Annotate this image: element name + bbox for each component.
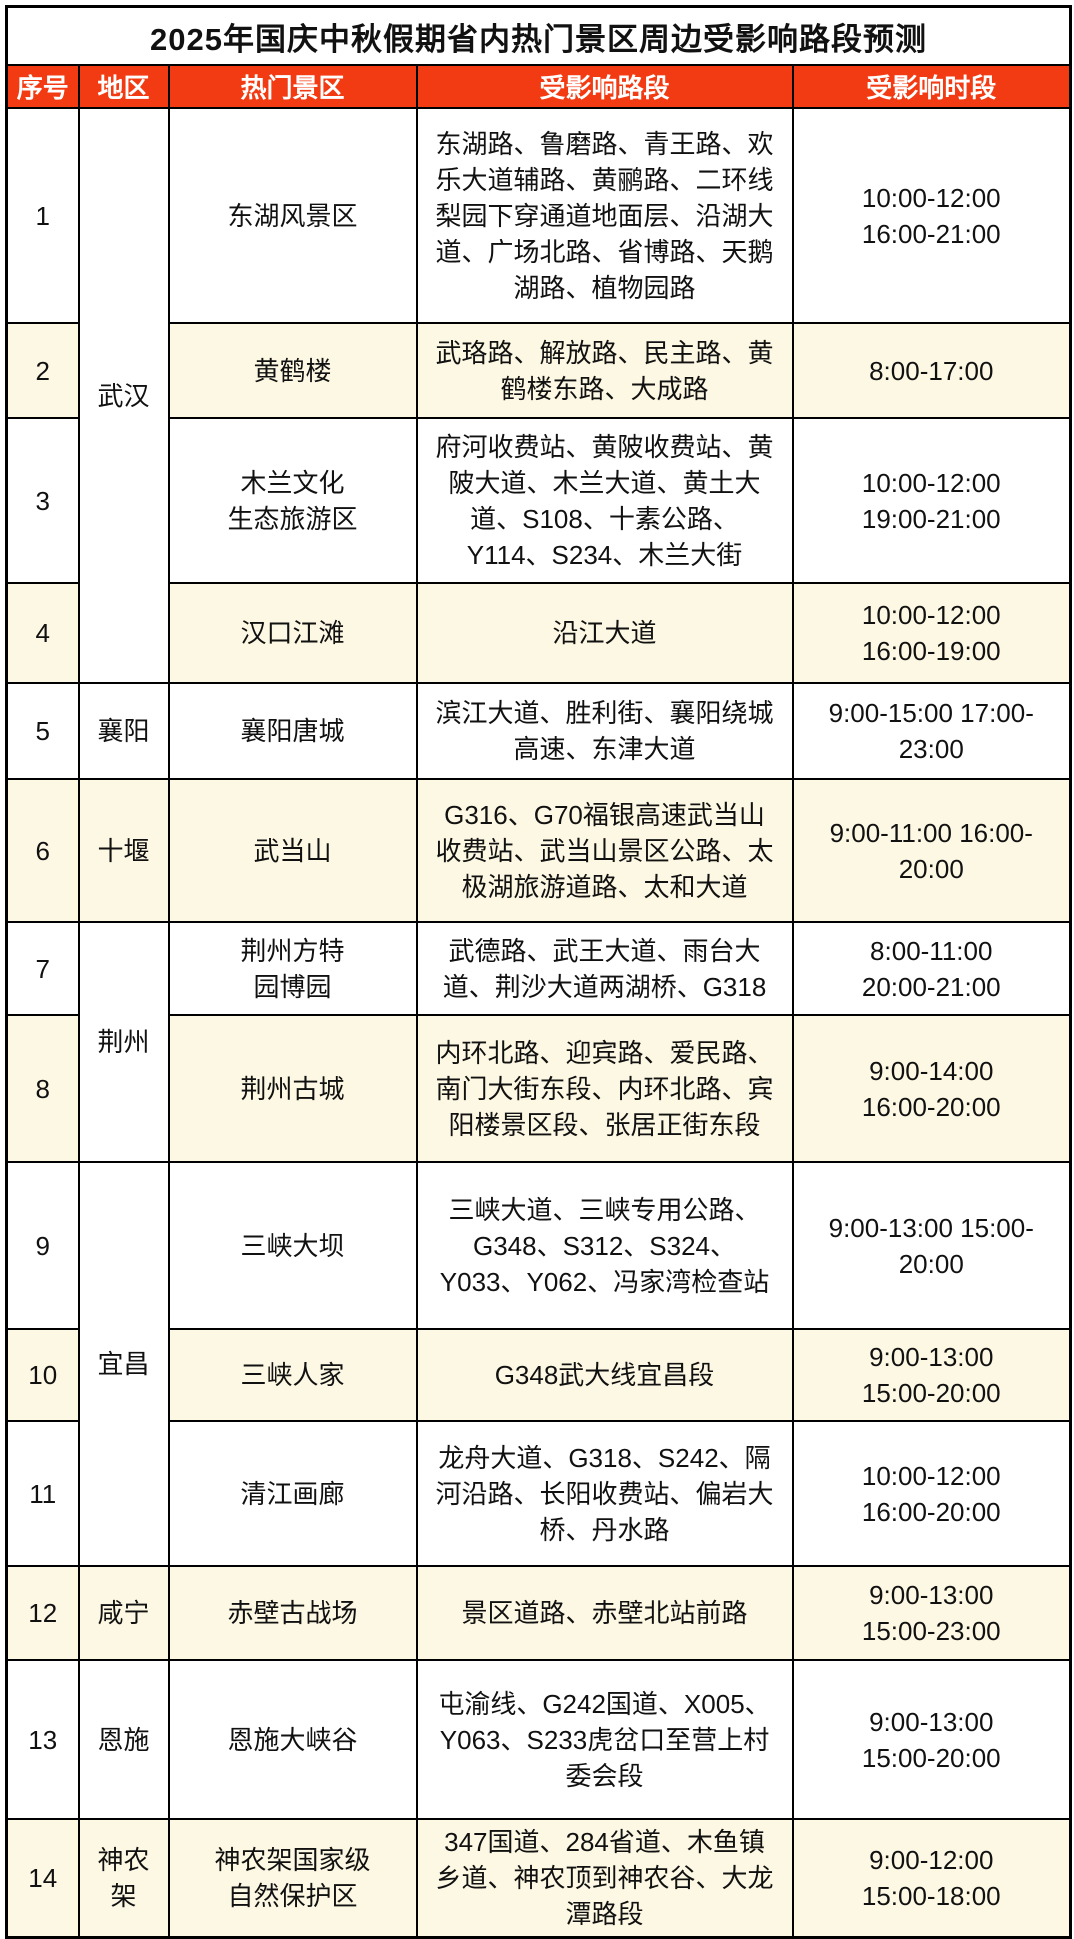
cell-scenic: 襄阳唐城 — [167, 682, 418, 780]
table-row: 10 三峡人家 G348武大线宜昌段 9:00-13:00 15:00-20:0… — [5, 1328, 1072, 1422]
cell-no: 3 — [5, 417, 80, 584]
table-row: 6 十堰 武当山 G316、G70福银高速武当山收费站、武当山景区公路、太极湖旅… — [5, 778, 1072, 923]
cell-region: 神农架 — [77, 1818, 170, 1939]
cell-no: 5 — [5, 682, 80, 780]
table-row: 5 襄阳 襄阳唐城 滨江大道、胜利街、襄阳绕城高速、东津大道 9:00-15:0… — [5, 682, 1072, 780]
cell-scenic: 木兰文化 生态旅游区 — [167, 417, 418, 584]
cell-no: 10 — [5, 1328, 80, 1422]
cell-roads: 347国道、284省道、木鱼镇乡道、神农顶到神农谷、大龙潭路段 — [415, 1818, 794, 1939]
cell-region: 宜昌 — [77, 1161, 170, 1567]
col-header-region: 地区 — [77, 64, 170, 109]
cell-no: 2 — [5, 322, 80, 419]
cell-no: 7 — [5, 921, 80, 1016]
cell-scenic: 荆州方特 园博园 — [167, 921, 418, 1016]
cell-roads: G316、G70福银高速武当山收费站、武当山景区公路、太极湖旅游道路、太和大道 — [415, 778, 794, 923]
cell-scenic: 汉口江滩 — [167, 582, 418, 684]
cell-scenic: 东湖风景区 — [167, 107, 418, 324]
page-title: 2025年国庆中秋假期省内热门景区周边受影响路段预测 — [5, 5, 1072, 66]
table-row: 12 咸宁 赤壁古战场 景区道路、赤壁北站前路 9:00-13:00 15:00… — [5, 1565, 1072, 1661]
cell-region: 十堰 — [77, 778, 170, 923]
cell-roads: 武德路、武王大道、雨台大道、荆沙大道两湖桥、G318 — [415, 921, 794, 1016]
column-header-row: 序号 地区 热门景区 受影响路段 受影响时段 — [5, 64, 1072, 109]
cell-scenic: 黄鹤楼 — [167, 322, 418, 419]
table-row: 3 木兰文化 生态旅游区 府河收费站、黄陂收费站、黄陂大道、木兰大道、黄土大道、… — [5, 417, 1072, 584]
cell-no: 6 — [5, 778, 80, 923]
cell-scenic: 恩施大峡谷 — [167, 1659, 418, 1820]
cell-scenic: 清江画廊 — [167, 1420, 418, 1567]
cell-no: 13 — [5, 1659, 80, 1820]
table-row: 9 宜昌 三峡大坝 三峡大道、三峡专用公路、G348、S312、S324、Y03… — [5, 1161, 1072, 1567]
cell-scenic: 荆州古城 — [167, 1014, 418, 1163]
cell-roads: 龙舟大道、G318、S242、隔河沿路、长阳收费站、偏岩大桥、丹水路 — [415, 1420, 794, 1567]
cell-region: 荆州 — [77, 921, 170, 1163]
cell-roads: G348武大线宜昌段 — [415, 1328, 794, 1422]
cell-region: 武汉 — [77, 107, 170, 684]
cell-roads: 武珞路、解放路、民主路、黄鹤楼东路、大成路 — [415, 322, 794, 419]
cell-time: 9:00-13:00 15:00-20:00 — [791, 1659, 1072, 1820]
col-header-scenic: 热门景区 — [167, 64, 418, 109]
table-row: 11 清江画廊 龙舟大道、G318、S242、隔河沿路、长阳收费站、偏岩大桥、丹… — [5, 1420, 1072, 1567]
cell-time: 10:00-12:00 16:00-21:00 — [791, 107, 1072, 324]
cell-no: 14 — [5, 1818, 80, 1939]
title-row: 2025年国庆中秋假期省内热门景区周边受影响路段预测 — [5, 5, 1072, 66]
cell-time: 8:00-17:00 — [791, 322, 1072, 419]
cell-no: 1 — [5, 107, 80, 324]
cell-scenic: 赤壁古战场 — [167, 1565, 418, 1661]
table-row: 1 武汉 东湖风景区 东湖路、鲁磨路、青王路、欢乐大道辅路、黄鹂路、二环线梨园下… — [5, 107, 1072, 684]
cell-time: 9:00-13:00 15:00-20:00 — [791, 1328, 1072, 1422]
cell-scenic: 三峡人家 — [167, 1328, 418, 1422]
cell-no: 12 — [5, 1565, 80, 1661]
cell-time: 10:00-12:00 16:00-20:00 — [791, 1420, 1072, 1567]
table-row: 2 黄鹤楼 武珞路、解放路、民主路、黄鹤楼东路、大成路 8:00-17:00 — [5, 322, 1072, 419]
table-row: 4 汉口江滩 沿江大道 10:00-12:00 16:00-19:00 — [5, 582, 1072, 684]
table-row: 13 恩施 恩施大峡谷 屯渝线、G242国道、X005、Y063、S233虎岔口… — [5, 1659, 1072, 1820]
cell-scenic: 武当山 — [167, 778, 418, 923]
cell-no: 8 — [5, 1014, 80, 1163]
table-row: 8 荆州古城 内环北路、迎宾路、爱民路、南门大街东段、内环北路、宾阳楼景区段、张… — [5, 1014, 1072, 1163]
cell-time: 9:00-15:00 17:00-23:00 — [791, 682, 1072, 780]
cell-no: 11 — [5, 1420, 80, 1567]
cell-region: 襄阳 — [77, 682, 170, 780]
col-header-roads: 受影响路段 — [415, 64, 794, 109]
cell-time: 9:00-14:00 16:00-20:00 — [791, 1014, 1072, 1163]
cell-no: 4 — [5, 582, 80, 684]
cell-roads: 景区道路、赤壁北站前路 — [415, 1565, 794, 1661]
cell-roads: 滨江大道、胜利街、襄阳绕城高速、东津大道 — [415, 682, 794, 780]
cell-time: 9:00-12:00 15:00-18:00 — [791, 1818, 1072, 1939]
table-row: 14 神农架 神农架国家级 自然保护区 347国道、284省道、木鱼镇乡道、神农… — [5, 1818, 1072, 1939]
cell-region: 恩施 — [77, 1659, 170, 1820]
cell-time: 8:00-11:00 20:00-21:00 — [791, 921, 1072, 1016]
cell-roads: 内环北路、迎宾路、爱民路、南门大街东段、内环北路、宾阳楼景区段、张居正街东段 — [415, 1014, 794, 1163]
cell-time: 9:00-11:00 16:00-20:00 — [791, 778, 1072, 923]
cell-roads: 屯渝线、G242国道、X005、Y063、S233虎岔口至营上村委会段 — [415, 1659, 794, 1820]
cell-roads: 沿江大道 — [415, 582, 794, 684]
cell-roads: 东湖路、鲁磨路、青王路、欢乐大道辅路、黄鹂路、二环线梨园下穿通道地面层、沿湖大道… — [415, 107, 794, 324]
cell-scenic: 三峡大坝 — [167, 1161, 418, 1330]
cell-no: 9 — [5, 1161, 80, 1330]
col-header-no: 序号 — [5, 64, 80, 109]
cell-time: 9:00-13:00 15:00-20:00 — [791, 1161, 1072, 1330]
table-row: 7 荆州 荆州方特 园博园 武德路、武王大道、雨台大道、荆沙大道两湖桥、G318… — [5, 921, 1072, 1163]
affected-roads-table: 2025年国庆中秋假期省内热门景区周边受影响路段预测 序号 地区 热门景区 受影… — [5, 5, 1073, 1939]
cell-region: 咸宁 — [77, 1565, 170, 1661]
col-header-time: 受影响时段 — [791, 64, 1072, 109]
cell-time: 9:00-13:00 15:00-23:00 — [791, 1565, 1072, 1661]
cell-roads: 三峡大道、三峡专用公路、G348、S312、S324、Y033、Y062、冯家湾… — [415, 1161, 794, 1330]
cell-time: 10:00-12:00 16:00-19:00 — [791, 582, 1072, 684]
cell-roads: 府河收费站、黄陂收费站、黄陂大道、木兰大道、黄土大道、S108、十素公路、Y11… — [415, 417, 794, 584]
cell-time: 10:00-12:00 19:00-21:00 — [791, 417, 1072, 584]
